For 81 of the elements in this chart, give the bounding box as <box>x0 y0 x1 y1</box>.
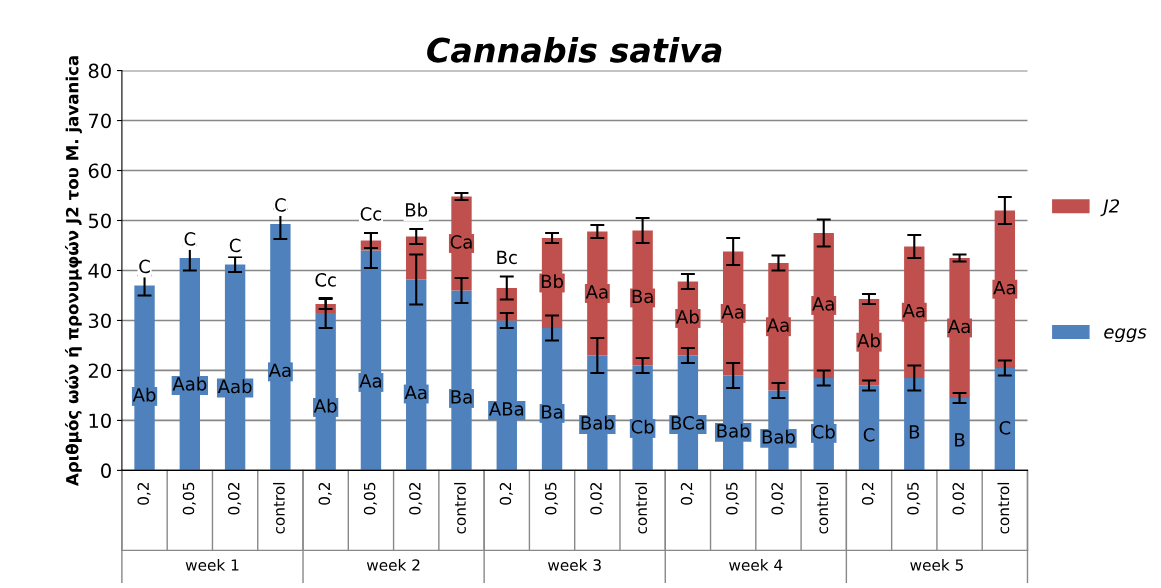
data-label: Aa <box>902 304 925 318</box>
data-label: Ca <box>450 235 472 249</box>
y-tick-label: 30 <box>88 313 111 329</box>
x-tick-label: control <box>454 482 466 534</box>
legend-label: eggs <box>1104 328 1147 343</box>
data-label: Ba <box>451 390 472 404</box>
x-tick-label: 0,02 <box>590 483 604 515</box>
data-label: C <box>184 232 196 246</box>
x-tick-label: 0,2 <box>499 483 513 505</box>
data-label: C <box>139 259 150 274</box>
y-tick-label: 80 <box>88 63 111 79</box>
data-label: BCa <box>671 416 705 430</box>
data-label: Cc <box>315 273 336 287</box>
x-tick-label: 0,2 <box>137 483 151 505</box>
legend-label: J2 <box>1100 199 1120 217</box>
bar <box>360 250 382 471</box>
x-tick-label: 0,05 <box>907 482 921 515</box>
bar <box>451 290 472 471</box>
x-tick-label: 0,02 <box>771 483 785 515</box>
data-label: Aa <box>721 305 744 319</box>
data-label: Aa <box>585 285 608 299</box>
bar <box>949 257 970 398</box>
text: week 4 <box>729 558 783 571</box>
data-label: Aa <box>812 297 834 311</box>
x-tick-label: 0,05 <box>363 482 377 515</box>
data-label: Ab <box>132 387 156 402</box>
y-tick-label: 20 <box>88 363 111 379</box>
y-tick-label: 0 <box>101 463 111 479</box>
text: week 5 <box>910 558 963 571</box>
data-label: C <box>999 421 1011 435</box>
x-tick-label: 0,2 <box>318 483 332 505</box>
data-label: Ba <box>632 289 653 304</box>
data-label: C <box>863 428 875 442</box>
data-label: Bc <box>497 250 517 265</box>
data-label: B <box>955 433 965 447</box>
data-label: Aa <box>404 385 427 400</box>
data-label: Aa <box>268 363 291 378</box>
data-label: Bab <box>717 423 750 438</box>
data-label: Aa <box>993 281 1015 295</box>
data-label: Aab <box>217 379 252 394</box>
x-tick-label: 0,05 <box>544 482 559 515</box>
data-label: Cc <box>360 207 382 221</box>
data-label: Ab <box>857 333 880 348</box>
data-label: Ab <box>313 398 337 413</box>
data-label: Aa <box>359 374 382 388</box>
x-tick-label: 0,02 <box>227 483 242 515</box>
data-label: Bb <box>541 274 563 289</box>
x-tick-label: control <box>272 482 285 534</box>
chart-title: Cannabis sativa <box>427 36 722 63</box>
x-tick-label: 0,05 <box>182 482 196 515</box>
data-label: Bab <box>581 415 614 430</box>
data-label: C <box>229 238 241 253</box>
y-tick-label: 60 <box>88 163 111 179</box>
y-tick-label: 50 <box>88 213 111 229</box>
y-tick-label: 40 <box>88 263 111 279</box>
y-tick-label: 10 <box>89 413 111 429</box>
x-tick-label: 0,2 <box>680 483 694 505</box>
data-label: Aa <box>948 319 970 334</box>
data-label: Cb <box>631 419 654 434</box>
data-label: Ab <box>676 309 699 324</box>
data-label: B <box>909 425 920 439</box>
x-tick-label: control <box>635 482 648 534</box>
data-label: ABa <box>489 402 524 416</box>
x-tick-label: 0,02 <box>952 483 966 515</box>
data-label: Bab <box>762 429 795 444</box>
x-tick-label: 0,2 <box>861 483 875 505</box>
data-label: Aab <box>172 376 207 391</box>
data-label: Bb <box>406 202 428 217</box>
y-axis-title: Αριθμός ωών ή προνυμφών J2 του M. javanica <box>64 56 82 487</box>
data-label: Ba <box>542 405 563 419</box>
x-tick-label: control <box>816 482 829 534</box>
x-tick-label: 0,05 <box>726 482 740 515</box>
y-tick-label: 70 <box>89 113 111 129</box>
data-label: Aa <box>766 318 789 332</box>
text: week 3 <box>547 558 601 571</box>
text: week 1 <box>185 558 239 571</box>
text: week 2 <box>366 558 420 571</box>
x-tick-label: control <box>997 482 1010 534</box>
x-tick-label: 0,02 <box>409 483 423 515</box>
data-label: C <box>275 198 286 212</box>
data-label: Cb <box>812 424 835 439</box>
